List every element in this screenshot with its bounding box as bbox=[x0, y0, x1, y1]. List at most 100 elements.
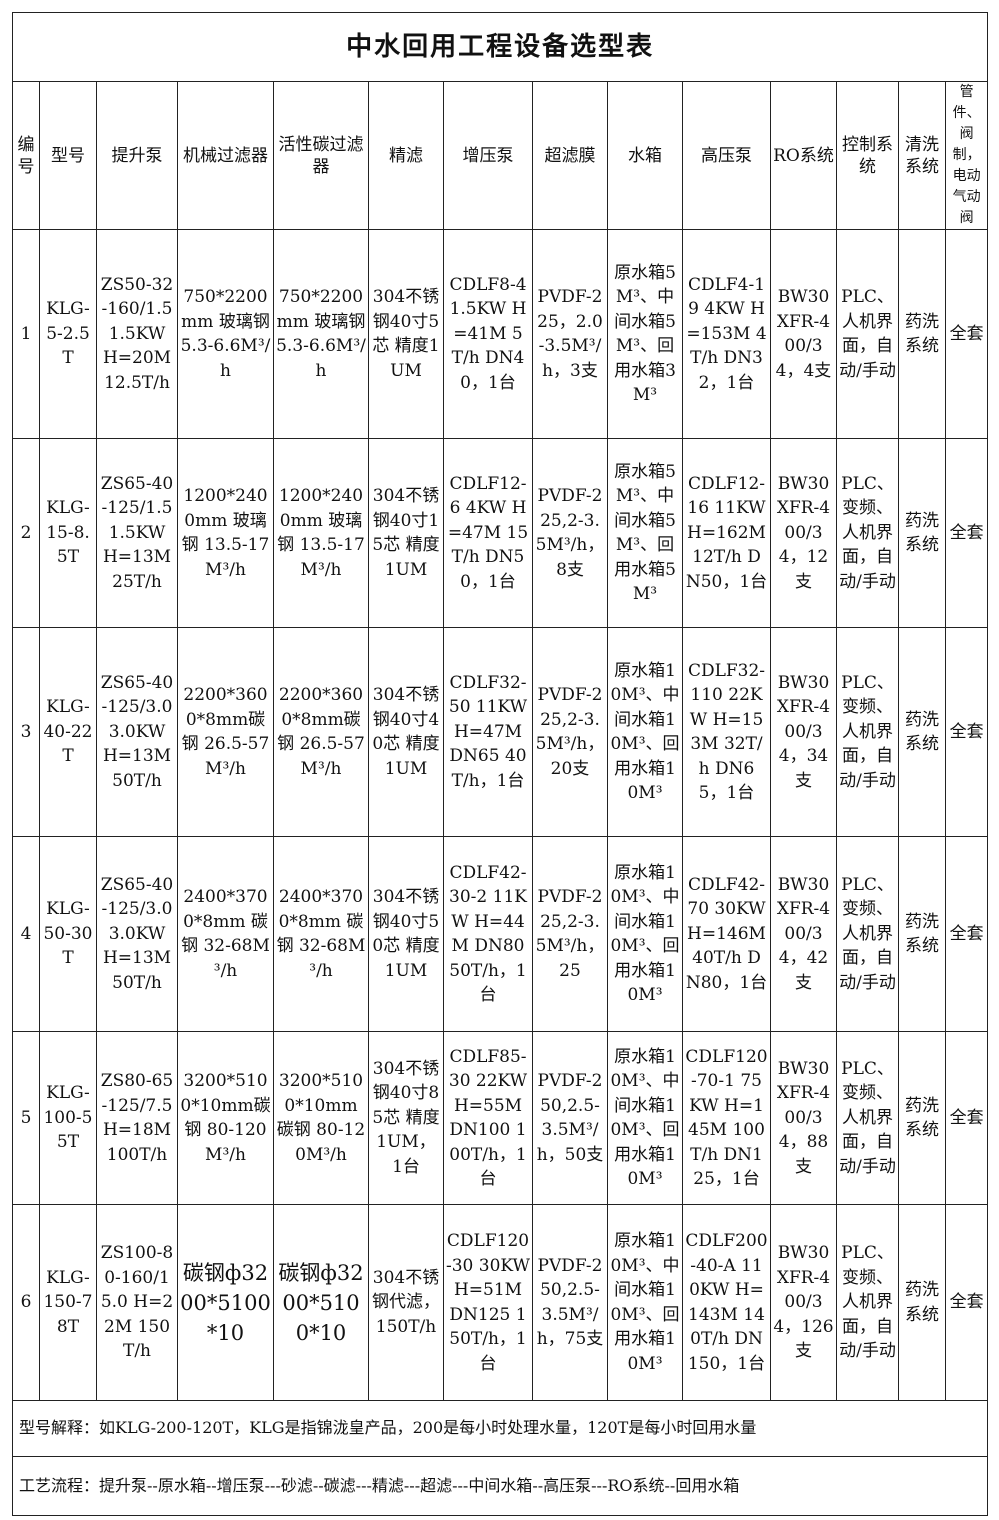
table-cell: 4 bbox=[12, 836, 40, 1032]
table-cell: PLC、变频、人机界面，自动/手动 bbox=[836, 1031, 899, 1205]
table-cell: KLG-150-78T bbox=[39, 1204, 97, 1401]
column-header: 水箱 bbox=[607, 81, 683, 230]
table-cell: 全套 bbox=[944, 229, 989, 439]
table-cell: 2200*3600*8mm碳钢 26.5-57M³/h bbox=[177, 627, 274, 837]
table-row: 5 KLG-100-55T ZS80-65-125/7.5 H=18M 100T/h… bbox=[12, 1031, 989, 1205]
table-cell: 全套 bbox=[944, 1031, 989, 1205]
table-cell: 304不锈钢40寸15芯 精度1UM bbox=[368, 438, 444, 628]
table-cell: PVDF-250,2.5-3.5M³/h，75支 bbox=[532, 1204, 608, 1401]
table-cell: 全套 bbox=[944, 627, 989, 837]
table-row: 1 KLG-5-2.5T ZS50-32-160/1.5 1.5KW H=20M 1… bbox=[12, 229, 989, 439]
table-cell: PLC、变频、人机界面，自动/手动 bbox=[836, 438, 899, 628]
table-cell: CDLF85-30 22KW H=55M DN100 100T/h，1台 bbox=[443, 1031, 533, 1205]
table-cell: CDLF8-4 1.5KW H=41M 5T/h DN40，1台 bbox=[443, 229, 533, 439]
column-header: 精滤 bbox=[368, 81, 444, 230]
table-row: 3 KLG-40-22T ZS65-40-125/3.0 3.0KW H=13M 5… bbox=[12, 627, 989, 837]
table-cell: BW30XFR-400/34，12支 bbox=[770, 438, 837, 628]
table-cell: PVDF-225,2-3.5M³/h，20支 bbox=[532, 627, 608, 837]
process-flow: 工艺流程：提升泵--原水箱--增压泵---砂滤--碳滤---精滤---超滤---… bbox=[11, 1456, 989, 1516]
table-cell: 1 bbox=[12, 229, 40, 439]
column-header: 增压泵 bbox=[443, 81, 533, 230]
table-cell: BW30XFR-400/34，4支 bbox=[770, 229, 837, 439]
table-cell: 原水箱10M³、中间水箱10M³、回用水箱10M³ bbox=[607, 1204, 683, 1401]
table-cell: ZS65-40-125/3.0 3.0KW H=13M 50T/h bbox=[96, 836, 178, 1032]
table-cell: CDLF12-6 4KW H=47M 15T/h DN50，1台 bbox=[443, 438, 533, 628]
table-cell: ZS65-40-125/1.5 1.5KW H=13M 25T/h bbox=[96, 438, 178, 628]
column-header: 控制系统 bbox=[836, 81, 899, 230]
column-header: 型号 bbox=[39, 81, 97, 230]
table-cell: PLC、变频、人机界面，自动/手动 bbox=[836, 627, 899, 837]
table-cell: 3 bbox=[12, 627, 40, 837]
table-cell: 1200*2400mm 玻璃钢 13.5-17M³/h bbox=[177, 438, 274, 628]
column-header: 高压泵 bbox=[682, 81, 771, 230]
table-cell: 6 bbox=[12, 1204, 40, 1401]
column-header: 活性碳过滤器 bbox=[273, 81, 369, 230]
table-cell: 碳钢ф3200*5100*10 bbox=[273, 1204, 369, 1401]
table-cell: 1200*2400mm 玻璃钢 13.5-17M³/h bbox=[273, 438, 369, 628]
model-explanation: 型号解释：如KLG-200-120T，KLG是指锦泷皇产品，200是每小时处理水… bbox=[11, 1400, 989, 1457]
table-cell: CDLF4-19 4KW H=153M 4T/h DN32，1台 bbox=[682, 229, 771, 439]
table-cell: CDLF120-70-1 75KW H=145M 100T/h DN125，1台 bbox=[682, 1031, 771, 1205]
table-cell: KLG-5-2.5T bbox=[39, 229, 97, 439]
table-cell: 304不锈钢40寸50芯 精度1UM bbox=[368, 836, 444, 1032]
table-cell: 药洗系统 bbox=[898, 229, 946, 439]
table-cell: 2400*3700*8mm 碳钢 32-68M³/h bbox=[177, 836, 274, 1032]
table-cell: 2200*3600*8mm碳钢 26.5-57M³/h bbox=[273, 627, 369, 837]
table-cell: 304不锈钢代滤，150T/h bbox=[368, 1204, 444, 1401]
table-cell: 5 bbox=[12, 1031, 40, 1205]
column-header: 提升泵 bbox=[96, 81, 178, 230]
table-cell: 原水箱10M³、中间水箱10M³、回用水箱10M³ bbox=[607, 1031, 683, 1205]
table-cell: PVDF-225，2.0-3.5M³/h，3支 bbox=[532, 229, 608, 439]
table-cell: 750*2200mm 玻璃钢 5.3-6.6M³/h bbox=[177, 229, 274, 439]
column-header: RO系统 bbox=[770, 81, 837, 230]
table-cell: BW30XFR-400/34，42支 bbox=[770, 836, 837, 1032]
table-cell: CDLF32-50 11KW H=47M DN65 40T/h，1台 bbox=[443, 627, 533, 837]
table-row: 2 KLG-15-8.5T ZS65-40-125/1.5 1.5KW H=13M … bbox=[12, 438, 989, 628]
table-cell: 全套 bbox=[944, 836, 989, 1032]
table-cell: 750*2200mm 玻璃钢 5.3-6.6M³/h bbox=[273, 229, 369, 439]
table-cell: CDLF42-30-2 11KW H=44M DN80 50T/h，1台 bbox=[443, 836, 533, 1032]
table-cell: 3200*5100*10mm碳钢 80-120M³/h bbox=[273, 1031, 369, 1205]
table-cell: KLG-40-22T bbox=[39, 627, 97, 837]
column-header: 编号 bbox=[12, 81, 40, 230]
table-cell: 全套 bbox=[944, 1204, 989, 1401]
table-row: 6 KLG-150-78T ZS100-80-160/15.0 H=22M 150T… bbox=[12, 1204, 989, 1401]
page-title: 中水回用工程设备选型表 bbox=[11, 12, 989, 82]
table-cell: 原水箱5M³、中间水箱5M³、回用水箱5M³ bbox=[607, 438, 683, 628]
table-cell: 药洗系统 bbox=[898, 836, 946, 1032]
table-cell: 2400*3700*8mm 碳钢 32-68M³/h bbox=[273, 836, 369, 1032]
table-cell: PLC、人机界面，自动/手动 bbox=[836, 229, 899, 439]
table-cell: 3200*5100*10mm碳钢 80-120M³/h bbox=[177, 1031, 274, 1205]
table-cell: PLC、变频、人机界面，自动/手动 bbox=[836, 1204, 899, 1401]
table-cell: CDLF200-40-A 110KW H=143M 140T/h DN150，1… bbox=[682, 1204, 771, 1401]
table-cell: BW30XFR-400/34，88支 bbox=[770, 1031, 837, 1205]
table-cell: 2 bbox=[12, 438, 40, 628]
table-cell: 全套 bbox=[944, 438, 989, 628]
table-cell: KLG-50-30T bbox=[39, 836, 97, 1032]
table-cell: 原水箱5M³、中间水箱5M³、回用水箱3M³ bbox=[607, 229, 683, 439]
table-cell: 碳钢ф3200*5100*10 bbox=[177, 1204, 274, 1401]
table-cell: PVDF-250,2.5-3.5M³/h，50支 bbox=[532, 1031, 608, 1205]
column-header: 机械过滤器 bbox=[177, 81, 274, 230]
table-cell: CDLF32-110 22KW H=153M 32T/h DN65，1台 bbox=[682, 627, 771, 837]
column-header: 清洗系统 bbox=[898, 81, 946, 230]
table-cell: CDLF42-70 30KW H=146M 40T/h DN80，1台 bbox=[682, 836, 771, 1032]
table-cell: CDLF12-16 11KW H=162M 12T/h DN50，1台 bbox=[682, 438, 771, 628]
table-cell: PVDF-225,2-3.5M³/h，8支 bbox=[532, 438, 608, 628]
table-cell: ZS65-40-125/3.0 3.0KW H=13M 50T/h bbox=[96, 627, 178, 837]
column-header: 管件、阀制，电动气动阀 bbox=[944, 81, 989, 230]
table-cell: ZS80-65-125/7.5 H=18M 100T/h bbox=[96, 1031, 178, 1205]
table-cell: KLG-15-8.5T bbox=[39, 438, 97, 628]
table-cell: ZS50-32-160/1.5 1.5KW H=20M 12.5T/h bbox=[96, 229, 178, 439]
column-header: 超滤膜 bbox=[532, 81, 608, 230]
table-cell: BW30XFR-400/34，126支 bbox=[770, 1204, 837, 1401]
table-cell: PLC、变频、人机界面，自动/手动 bbox=[836, 836, 899, 1032]
table-cell: 原水箱10M³、中间水箱10M³、回用水箱10M³ bbox=[607, 836, 683, 1032]
header-row: 编号 型号 提升泵 机械过滤器 活性碳过滤器 精滤 增压泵 超滤膜 水箱 高压泵 RO系统 控制系统清… bbox=[12, 81, 989, 230]
table-cell: ZS100-80-160/15.0 H=22M 150T/h bbox=[96, 1204, 178, 1401]
table-cell: 原水箱10M³、中间水箱10M³、回用水箱10M³ bbox=[607, 627, 683, 837]
table-cell: 304不锈钢40寸5芯 精度1UM bbox=[368, 229, 444, 439]
table-cell: 304不锈钢40寸85芯 精度1UM，1台 bbox=[368, 1031, 444, 1205]
table-row: 4 KLG-50-30T ZS65-40-125/3.0 3.0KW H=13M 5… bbox=[12, 836, 989, 1032]
equipment-selection-table: 中水回用工程设备选型表 编号 型号 提升泵 机械过滤器 活性碳过滤器 精滤 增压泵 超滤膜 水箱… bbox=[11, 12, 989, 1516]
